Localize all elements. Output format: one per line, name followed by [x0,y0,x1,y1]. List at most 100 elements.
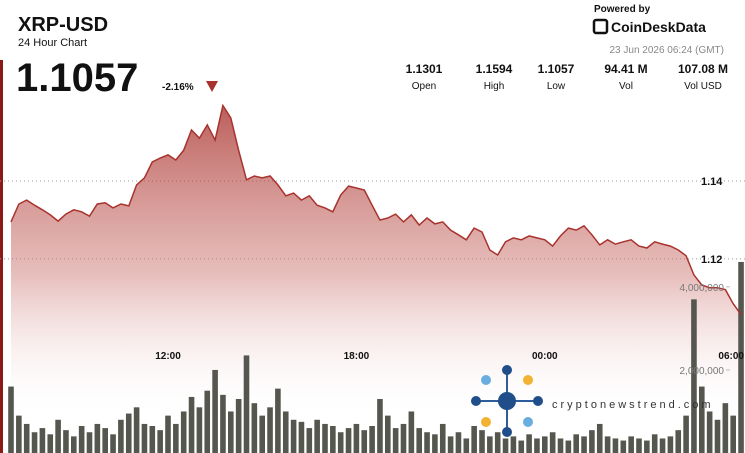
volume-bar [400,423,407,453]
volume-bar [39,428,46,453]
volume-bar [125,413,132,453]
volume-bar [345,428,352,453]
volume-bar [369,426,375,453]
volume-bar [549,432,556,453]
volume-bar [479,430,485,453]
timestamp: 23 Jun 2026 06:24 (GMT) [609,45,724,56]
volume-bar [314,419,320,453]
volume-bar [439,423,446,453]
volume-bar [730,415,736,453]
volume-bar [636,438,642,453]
stat-label: Low [547,81,566,92]
volume-bar [165,415,171,453]
volume-bar [16,415,22,453]
volume-bar [738,261,744,453]
volume-bar [596,423,603,453]
volume-bar [23,423,30,453]
volume-bar [306,428,313,453]
brand-logo [592,18,609,35]
volume-bar [149,426,156,453]
volume-bar [667,436,674,453]
volume-bar [432,434,438,453]
stat-label: High [484,81,505,92]
volume-bar [220,394,226,453]
volume-bar [47,434,54,453]
volume-bar [416,428,422,453]
volume-bar [110,434,116,453]
x-tick-label: 00:00 [532,351,558,362]
volume-bar [628,436,634,453]
volume-bar [455,432,462,453]
volume-bar [424,432,430,453]
volume-bar [557,438,564,453]
volume-bar [392,428,399,453]
volume-bar [86,432,93,453]
title: XRP-USD [18,14,108,36]
stat-value: 107.08 M [678,62,728,76]
y-tick-label: 1.14 [701,176,723,188]
volume-bar [94,423,101,453]
y-tick-label: 1.12 [701,254,722,266]
change: -2.16% [162,82,194,93]
volume-bar [377,399,383,453]
volume-bar [502,438,509,453]
volume-bar [589,430,595,453]
brand: CoinDeskData [611,19,706,35]
volume-bar [212,369,218,453]
volume-bar [63,430,69,453]
volume-bar [337,432,344,453]
volume-bar [78,426,85,453]
volume-bar [385,415,391,453]
volume-bar [282,411,289,453]
stat-label: Vol [619,81,633,92]
volume-bar [644,440,650,453]
volume-bar [259,415,265,453]
stat-label: Open [412,81,436,92]
x-tick-label: 18:00 [344,351,370,362]
y2-tick-label: 2,000,000 [680,366,725,377]
volume-bar [235,399,242,453]
volume-bar [651,434,658,453]
volume-bar [290,419,297,453]
y2-tick-label: 4,000,000 [680,283,725,294]
volume-bar [534,438,540,453]
x-tick-label: 06:00 [718,351,744,362]
stat-value: 1.1301 [406,62,443,76]
volume-bar [494,432,501,453]
volume-bar [675,430,682,453]
plot [0,103,745,453]
stat-value: 1.1594 [476,62,513,76]
volume-bar [612,438,619,453]
volume-bar [173,423,179,453]
stat-label: Vol USD [684,81,722,92]
volume-bar [228,411,234,453]
volume-bar [691,299,697,453]
volume-bar [361,430,368,453]
volume-bar [267,407,273,453]
volume-bar [157,430,163,453]
volume-bar [102,428,108,453]
volume-bar [581,436,587,453]
volume-bar [188,396,195,453]
price-area [11,105,742,453]
stat-value: 1.1057 [538,62,575,76]
volume-bar [180,411,187,453]
volume-bar [447,436,454,453]
volume-bar [526,434,532,453]
volume-bar [322,423,328,453]
volume-bar [714,419,721,453]
volume-bar [604,436,611,453]
powered-by: Powered by [594,4,651,15]
volume-bar [55,419,61,453]
volume-bar [706,411,713,453]
volume-bar [118,419,124,453]
watermark: cryptonewstrend.com [552,399,714,411]
volume-bar [565,440,572,453]
volume-bar [330,426,336,453]
volume-bar [471,426,477,453]
volume-bar [722,403,729,453]
volume-bar [71,436,77,453]
volume-bar [487,436,493,453]
volume-bar [573,434,579,453]
